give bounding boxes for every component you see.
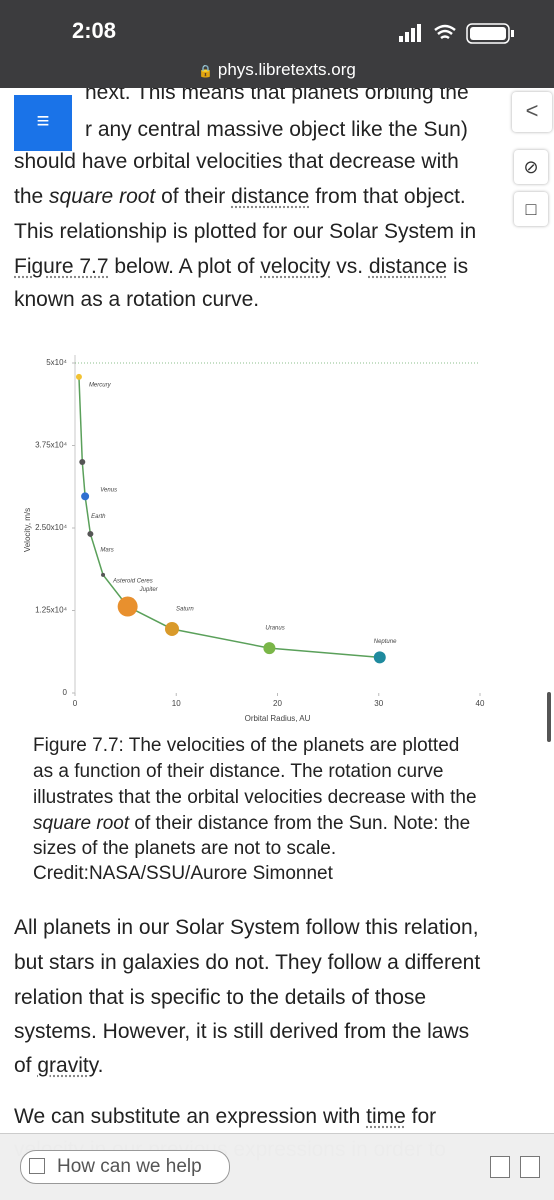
text: Figure 7.7: The velocities of the planet… [33, 735, 460, 756]
text-line: systems. However, it is still derived fr… [14, 1019, 469, 1045]
icon[interactable] [520, 1156, 540, 1178]
hide-button[interactable]: ⊘ [514, 150, 548, 184]
text: below. A plot of [108, 255, 261, 278]
planet-label: Asteroid Ceres [112, 578, 153, 584]
menu-button[interactable]: ≡ [14, 95, 72, 151]
x-tick-label: 40 [476, 699, 485, 708]
text-line: the square root of their distance from t… [14, 184, 466, 210]
text: We can substitute an expression with [14, 1105, 367, 1128]
link[interactable]: velocity [260, 255, 331, 278]
text: relation that is specific to the details… [14, 986, 427, 1009]
planet-label: Venus [100, 488, 117, 494]
planet [101, 572, 106, 577]
text: systems. However, it is still derived fr… [14, 1020, 470, 1043]
text: is [447, 255, 469, 278]
text: as a function of their distance. The rot… [33, 761, 444, 782]
text: known as a rotation curve. [14, 288, 260, 311]
text: of their [155, 185, 232, 208]
text: vs. [330, 255, 369, 278]
text-line: sizes of the planets are not to scale. [33, 836, 336, 862]
text: of [14, 1054, 38, 1077]
text: of their distance from the Sun. Note: th… [129, 813, 471, 834]
text: should have orbital velocities that decr… [14, 150, 459, 173]
x-axis-label: Orbital Radius, AU [245, 714, 311, 723]
text-line: Credit:NASA/SSU/Aurore Simonnet [33, 861, 333, 887]
search-box[interactable]: How can we help [20, 1150, 230, 1184]
planet [81, 492, 90, 501]
planet-label: Mercury [89, 382, 112, 388]
x-tick-label: 10 [172, 699, 181, 708]
text: from that object. [309, 185, 466, 208]
link[interactable]: distance [231, 185, 310, 208]
planet-label: Earth [91, 514, 106, 520]
y-tick-label: 2.50x10⁴ [35, 523, 67, 532]
text-line: but stars in galaxies do not. They follo… [14, 950, 480, 976]
link[interactable]: gravity [37, 1054, 98, 1077]
icon[interactable] [490, 1156, 510, 1178]
text-line: as a function of their distance. The rot… [33, 759, 444, 785]
text: All planets in our Solar System follow t… [14, 916, 479, 939]
planet [79, 459, 86, 465]
text-line: known as a rotation curve. [14, 287, 259, 313]
planet [263, 642, 276, 655]
text: Credit:NASA/SSU/Aurore Simonnet [33, 863, 333, 884]
emphasis: square root [49, 185, 156, 208]
text: the [14, 185, 50, 208]
status-bar: 2:08 🔒 phys.libretexts.org [0, 0, 554, 88]
url: phys.libretexts.org [217, 60, 356, 79]
text: This relationship is plotted for our Sol… [14, 220, 477, 243]
y-tick-label: 3.75x10⁴ [35, 441, 67, 450]
planet-label: Uranus [265, 626, 284, 632]
time: 2:08 [72, 18, 117, 43]
text-line: of gravity. [14, 1053, 104, 1079]
planet [117, 596, 138, 617]
text: r any central massive object like the Su… [85, 118, 468, 141]
emphasis: square root [33, 813, 130, 834]
link[interactable]: distance [368, 255, 448, 278]
scrollbar [547, 692, 551, 742]
x-tick-label: 30 [374, 699, 383, 708]
x-tick-label: 20 [273, 699, 282, 708]
y-tick-label: 5x10⁴ [46, 358, 67, 367]
text: . [97, 1054, 104, 1077]
text-line: r any central massive object like the Su… [85, 117, 468, 143]
bottom-bar: How can we help [0, 1133, 554, 1200]
y-tick-label: 0 [63, 688, 68, 697]
x-tick-label: 0 [73, 699, 78, 708]
text: but stars in galaxies do not. They follo… [14, 951, 481, 974]
planet [164, 621, 179, 636]
planet-label: Mars [100, 548, 113, 554]
y-tick-label: 1.25x10⁴ [35, 606, 67, 615]
annotate-button[interactable]: □ [514, 192, 548, 226]
planet [75, 373, 82, 380]
planet-label: Saturn [176, 607, 194, 613]
text: sizes of the planets are not to scale. [33, 838, 337, 859]
search-placeholder: How can we help [57, 1156, 202, 1177]
text-line: Figure 7.7 below. A plot of velocity vs.… [14, 254, 468, 280]
text-line: should have orbital velocities that decr… [14, 149, 459, 175]
planet-label: Jupiter [139, 587, 159, 593]
text-line: Figure 7.7: The velocities of the planet… [33, 733, 459, 759]
link[interactable]: Figure 7.7 [14, 255, 109, 278]
planet-label: Neptune [374, 639, 397, 645]
text-line: We can substitute an expression with tim… [14, 1104, 436, 1130]
planet [87, 530, 94, 537]
text: illustrates that the orbital velocities … [33, 787, 477, 808]
text: for [405, 1105, 437, 1128]
y-axis-label: Velocity, m/s [23, 508, 32, 552]
text-line: relation that is specific to the details… [14, 985, 426, 1011]
text-line: square root of their distance from the S… [33, 811, 470, 837]
link[interactable]: time [366, 1105, 406, 1128]
back-button[interactable]: < [512, 92, 552, 132]
status-icons [399, 23, 514, 44]
url-bar[interactable]: 🔒 phys.libretexts.org [198, 60, 356, 79]
text-line: illustrates that the orbital velocities … [33, 785, 477, 811]
text-line: All planets in our Solar System follow t… [14, 915, 479, 941]
planet [373, 651, 386, 664]
text-line: This relationship is plotted for our Sol… [14, 219, 476, 245]
